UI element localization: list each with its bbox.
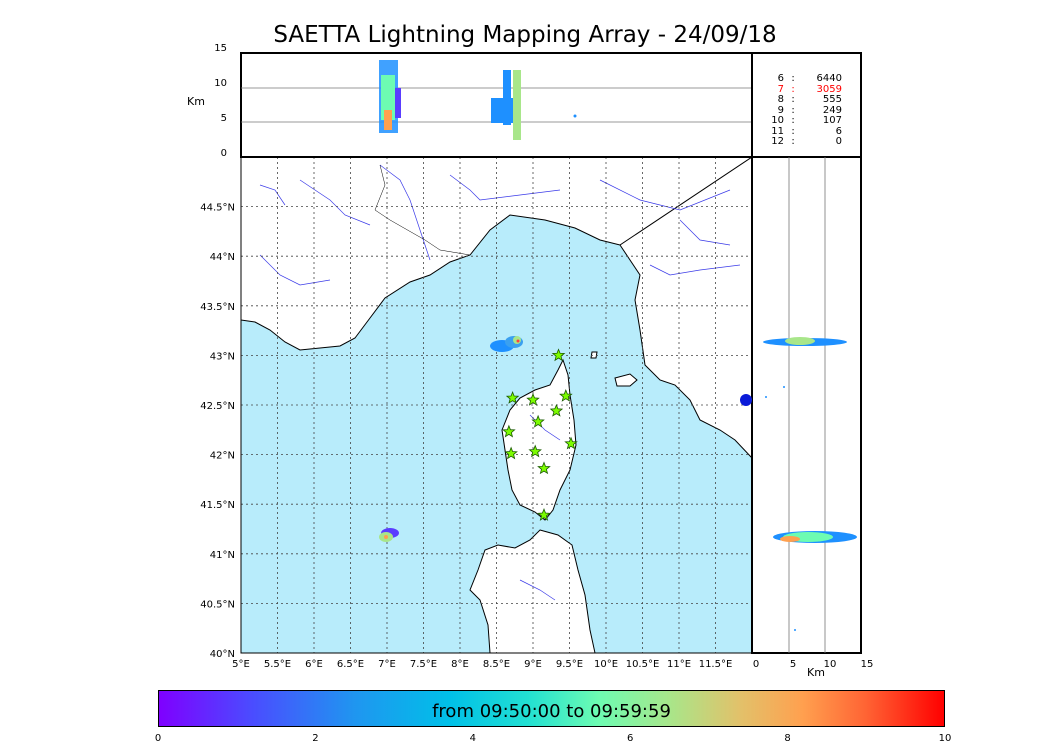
lat-tick-labels: 44.5°N 44°N 43.5°N 43°N 42.5°N 42°N 41.5°N 41°N… bbox=[200, 203, 235, 660]
page-title: SAETTA Lightning Mapping Array - 24/09/1… bbox=[273, 22, 777, 48]
legend-row: 9:249 bbox=[777, 104, 842, 116]
lon-tick-label: 8.5°E bbox=[483, 659, 510, 670]
side-xtick-label: 5 bbox=[790, 659, 796, 670]
station-star-icon bbox=[551, 348, 566, 362]
lat-tick-label: 44.5°N bbox=[200, 203, 235, 214]
colorbar-tick-label: 8 bbox=[784, 733, 791, 744]
side-cluster-north bbox=[763, 337, 847, 398]
side-cluster-south bbox=[773, 531, 857, 631]
lon-tick-label: 10°E bbox=[594, 659, 618, 670]
legend-row: 8:555 bbox=[777, 94, 842, 105]
station-star-icon bbox=[549, 403, 564, 417]
lon-tick-label: 7°E bbox=[378, 659, 396, 670]
side-xtick-label: 0 bbox=[753, 659, 759, 670]
colorbar-tick-label: 6 bbox=[627, 733, 634, 744]
lon-tick-label: 7.5°E bbox=[410, 659, 437, 670]
lon-tick-label: 6.5°E bbox=[337, 659, 364, 670]
lat-tick-label: 42.5°N bbox=[200, 401, 235, 412]
map-grid bbox=[241, 157, 752, 653]
lat-tick-label: 43.5°N bbox=[200, 302, 235, 313]
lon-tick-label: 5.5°E bbox=[264, 659, 291, 670]
top-panel-ylabel: Km bbox=[187, 95, 205, 108]
top-cluster-west bbox=[379, 60, 401, 133]
legend-row: 7:3059 bbox=[777, 83, 842, 95]
legend-row: 12:0 bbox=[771, 136, 842, 147]
legend-panel bbox=[751, 52, 862, 158]
lightning-cluster-north bbox=[490, 336, 523, 352]
lon-tick-label: 6°E bbox=[305, 659, 323, 670]
lightning-cluster-south bbox=[379, 528, 399, 542]
lon-tick-label: 11.5°E bbox=[699, 659, 733, 670]
corsica bbox=[501, 358, 577, 521]
lat-tick-label: 44°N bbox=[210, 252, 235, 263]
station-star-icon bbox=[537, 508, 551, 521]
lat-tick-label: 40°N bbox=[210, 649, 235, 660]
lat-tick-label: 41.5°N bbox=[200, 500, 235, 511]
top-altitude-panel bbox=[240, 52, 753, 158]
legend-row: 11:6 bbox=[771, 125, 842, 137]
colorbar-tick-label: 0 bbox=[154, 733, 162, 744]
edge-marker bbox=[740, 394, 752, 406]
top-ytick-label: 5 bbox=[221, 113, 227, 124]
colorbar-tick-label: 2 bbox=[312, 733, 319, 744]
station-star-icon bbox=[537, 461, 551, 475]
lat-tick-label: 42°N bbox=[210, 451, 235, 462]
lat-tick-label: 41°N bbox=[210, 550, 235, 561]
station-star-icon bbox=[526, 392, 540, 406]
station-star-icon bbox=[502, 424, 516, 438]
italy-coast bbox=[619, 157, 752, 459]
colorbar-tick-label: 10 bbox=[938, 733, 952, 744]
station-star-icon bbox=[528, 444, 542, 458]
top-panel-yticks: 15 10 5 0 bbox=[214, 43, 227, 159]
legend-row: 6:6440 bbox=[777, 73, 842, 84]
side-altitude-panel bbox=[740, 156, 862, 654]
side-panel-xlabel: Km bbox=[807, 666, 825, 679]
colorbar-tick-label: 4 bbox=[469, 733, 476, 744]
top-ytick-label: 0 bbox=[221, 148, 227, 159]
flash-count-legend: 6:6440 7:3059 8:555 9:249 10:107 11:6 12:0 bbox=[754, 73, 860, 148]
top-ytick-label: 15 bbox=[214, 43, 227, 54]
top-cluster-east bbox=[491, 70, 577, 140]
lat-tick-label: 43°N bbox=[210, 351, 235, 362]
legend-row: 10:107 bbox=[771, 115, 842, 126]
lon-tick-labels: 5°E 5.5°E 6°E 6.5°E 7°E 7.5°E 8°E 8.5°E 9°E 9.5°E… bbox=[232, 659, 732, 670]
station-markers bbox=[502, 348, 578, 521]
colorbar-label: from 09:50:00 to 09:59:59 bbox=[432, 701, 671, 722]
sardinia bbox=[469, 529, 596, 653]
side-xtick-label: 10 bbox=[824, 659, 837, 670]
station-star-icon bbox=[564, 436, 578, 450]
station-star-icon bbox=[504, 446, 518, 460]
station-star-icon bbox=[531, 414, 545, 428]
lon-tick-label: 5°E bbox=[232, 659, 250, 670]
side-xtick-label: 15 bbox=[861, 659, 874, 670]
lon-tick-label: 11°E bbox=[667, 659, 691, 670]
station-star-icon bbox=[559, 389, 573, 402]
map-panel bbox=[241, 157, 752, 653]
lon-tick-label: 9°E bbox=[524, 659, 542, 670]
station-star-icon bbox=[505, 391, 520, 404]
side-panel-xticks: 0 5 10 15 bbox=[753, 659, 874, 670]
lon-tick-label: 8°E bbox=[451, 659, 469, 670]
rivers bbox=[259, 164, 741, 601]
lat-tick-label: 40.5°N bbox=[200, 599, 235, 610]
colorbar: from 09:50:00 to 09:59:59 bbox=[158, 690, 945, 727]
lon-tick-label: 10.5°E bbox=[626, 659, 660, 670]
top-ytick-label: 10 bbox=[214, 78, 227, 89]
lon-tick-label: 9.5°E bbox=[556, 659, 583, 670]
